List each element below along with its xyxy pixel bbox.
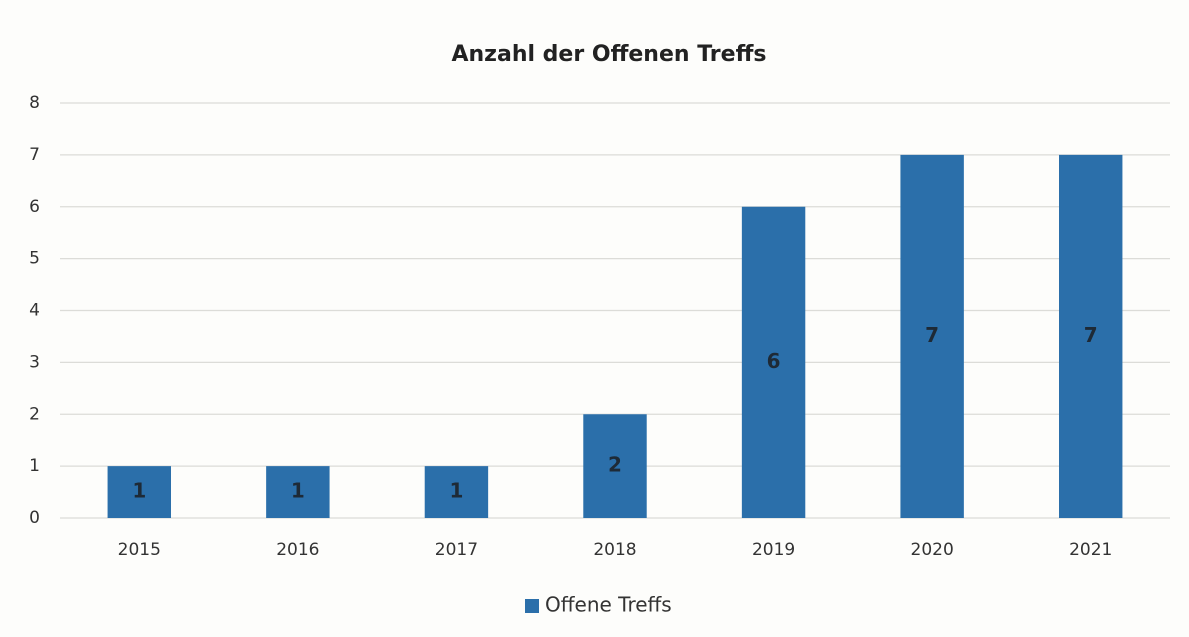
y-tick-label: 5 [29, 249, 40, 269]
x-tick-label: 2017 [435, 540, 478, 560]
bar [266, 466, 330, 518]
data-label: 2 [608, 453, 622, 477]
legend-swatch [525, 599, 539, 613]
y-tick-label: 2 [29, 404, 40, 424]
y-tick-label: 3 [29, 352, 40, 372]
bar [107, 466, 171, 518]
y-tick-label: 0 [29, 508, 40, 528]
bar [583, 414, 647, 518]
x-tick-label: 2020 [911, 540, 954, 560]
legend-label: Offene Treffs [545, 593, 672, 617]
data-label: 7 [1084, 323, 1098, 347]
x-tick-label: 2018 [593, 540, 636, 560]
data-label: 6 [767, 349, 781, 373]
data-label: 1 [291, 479, 305, 503]
y-tick-label: 6 [29, 197, 40, 217]
y-tick-label: 1 [29, 456, 40, 476]
y-tick-label: 8 [29, 93, 40, 113]
y-tick-label: 7 [29, 145, 40, 165]
data-label: 1 [132, 479, 146, 503]
data-label: 7 [925, 323, 939, 347]
x-tick-label: 2016 [276, 540, 319, 560]
bar [741, 206, 806, 518]
x-tick-label: 2019 [752, 540, 795, 560]
bar [900, 154, 964, 518]
x-tick-label: 2021 [1069, 540, 1112, 560]
y-tick-label: 4 [29, 301, 40, 321]
chart-title: Anzahl der Offenen Treffs [451, 42, 766, 67]
data-label: 1 [449, 479, 463, 503]
x-tick-label: 2015 [118, 540, 161, 560]
bar [1059, 154, 1123, 518]
bar [424, 466, 489, 518]
